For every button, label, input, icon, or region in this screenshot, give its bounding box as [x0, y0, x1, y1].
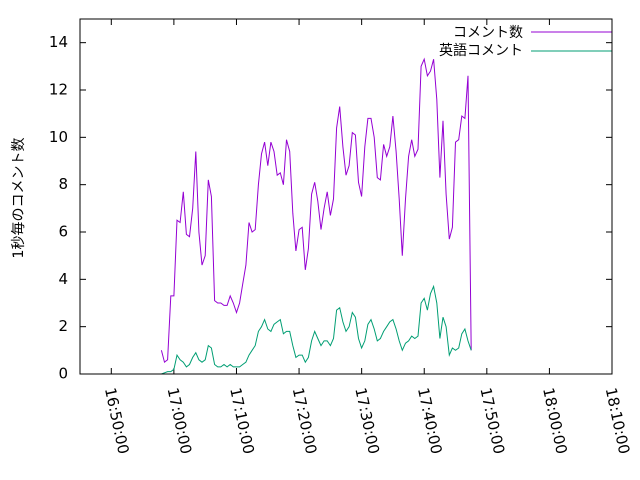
series-line-0	[160, 57, 472, 364]
y-tick-label: 12	[49, 81, 68, 99]
y-axis-label: 1秒毎のコメント数	[11, 138, 27, 259]
y-tick-label: 2	[58, 317, 68, 335]
series-layer	[160, 57, 472, 375]
y-tick-label: 14	[49, 33, 68, 51]
series-line-1	[161, 284, 472, 375]
y-tick-label: 4	[58, 270, 68, 288]
y-tick-label: 8	[58, 175, 68, 193]
y-axis-ticks: 0 2 4 6 8 10 12 14	[49, 33, 612, 383]
legend-label-comment-count: コメント数	[453, 25, 523, 41]
plot-frame	[79, 18, 613, 375]
y-tick-label: 6	[58, 223, 68, 241]
y-tick-label: 0	[58, 365, 68, 383]
legend-label-english-comment: 英語コメント	[439, 42, 523, 59]
y-tick-label: 10	[49, 128, 68, 146]
legend: コメント数 英語コメント	[439, 25, 612, 59]
